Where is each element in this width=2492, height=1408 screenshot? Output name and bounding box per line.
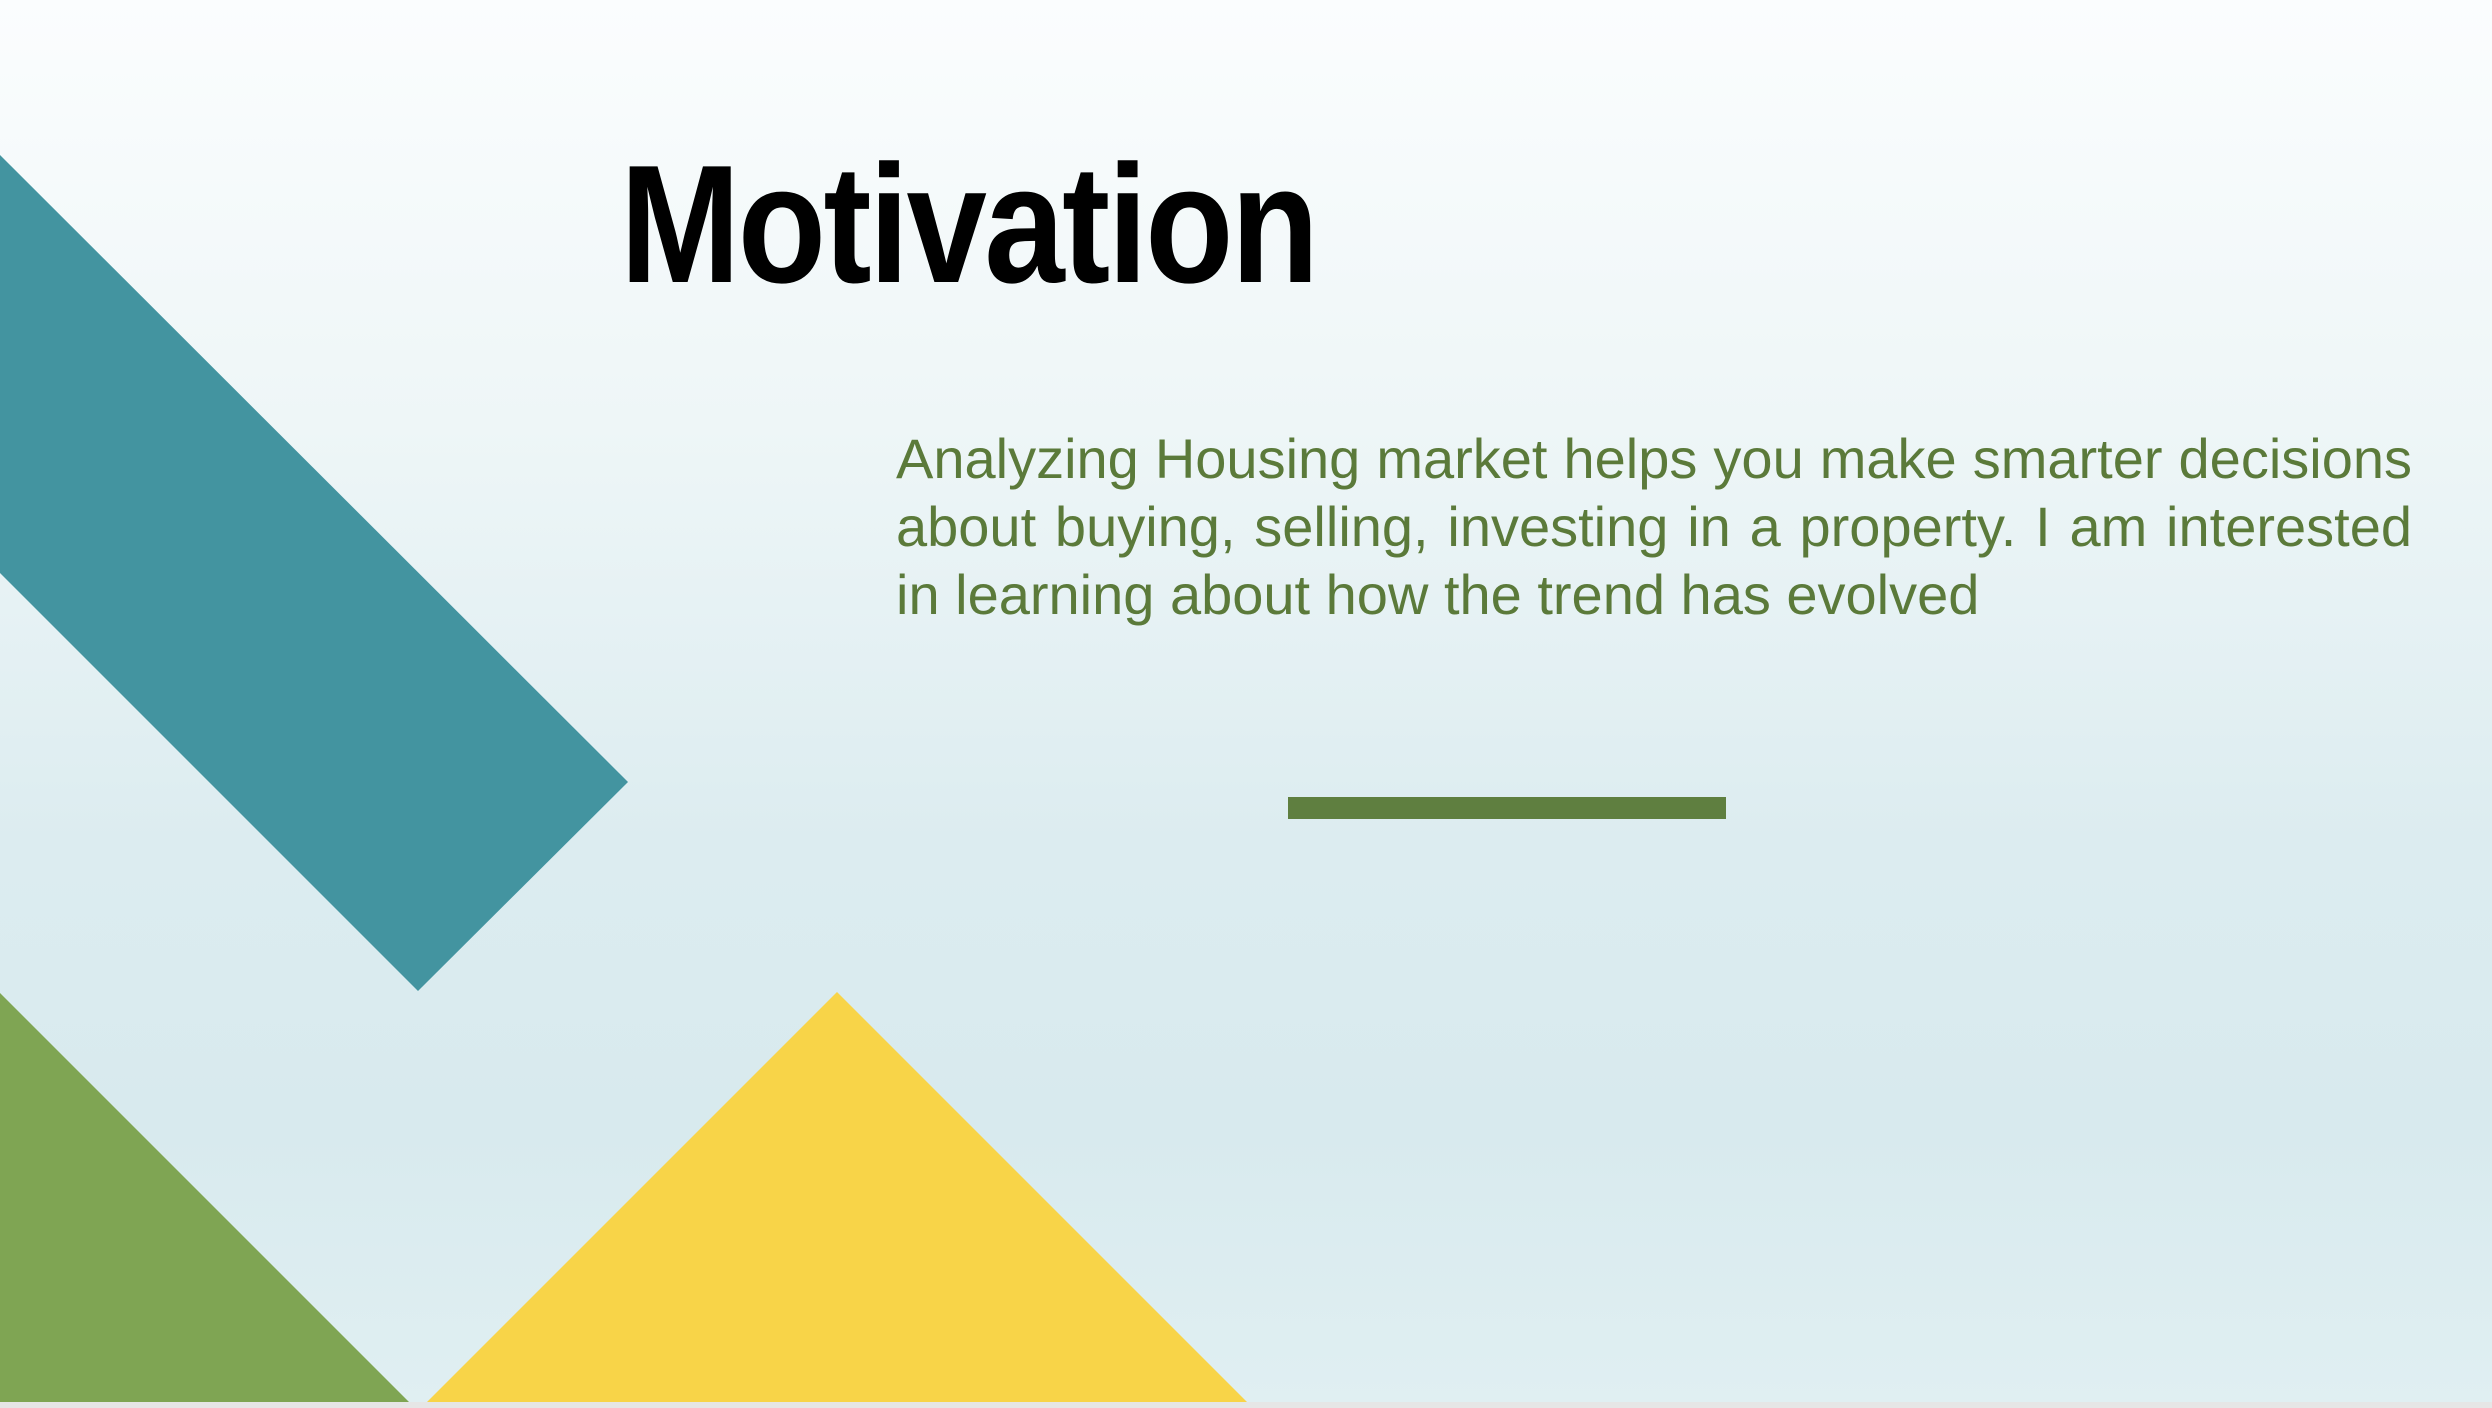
teal-diagonal-band (0, 155, 628, 991)
slide-title: Motivation (620, 130, 1319, 318)
yellow-triangle (427, 992, 1247, 1402)
slide-bottom-edge (0, 1402, 2492, 1408)
green-triangle (0, 993, 409, 1402)
slide-body-text: Analyzing Housing market helps you make … (896, 427, 2412, 626)
accent-divider-line (1288, 797, 1726, 819)
